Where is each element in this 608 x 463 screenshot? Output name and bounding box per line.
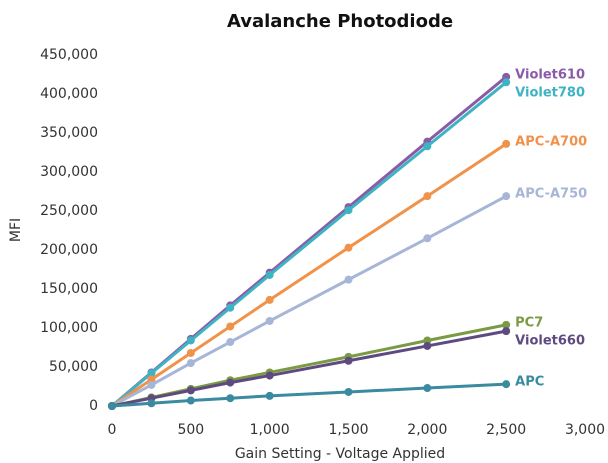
series-line — [111, 329, 507, 408]
legend-label: APC — [515, 375, 544, 390]
data-point — [226, 303, 235, 312]
data-point — [147, 399, 156, 408]
data-point — [502, 78, 511, 87]
y-tick-label: 400,000 — [40, 86, 98, 102]
chart-title: Avalanche Photodiode — [227, 11, 453, 32]
data-point — [265, 371, 274, 380]
y-tick-label: 150,000 — [40, 281, 98, 297]
legend-label: Violet610 — [515, 67, 585, 82]
legend-label: Violet780 — [515, 85, 585, 100]
legend-label: APC-A750 — [515, 187, 587, 202]
data-point — [147, 380, 156, 389]
data-point — [344, 275, 353, 284]
x-axis-label: Gain Setting - Voltage Applied — [235, 446, 445, 462]
y-tick-label: 300,000 — [40, 164, 98, 180]
data-point — [186, 348, 195, 357]
data-point — [502, 380, 511, 389]
data-point — [226, 394, 235, 403]
series-line — [111, 194, 507, 408]
data-point — [344, 206, 353, 215]
data-point — [423, 192, 432, 201]
y-tick-label: 0 — [89, 398, 98, 414]
series-line — [111, 81, 508, 408]
y-tick-label: 350,000 — [40, 125, 98, 141]
data-point — [502, 192, 511, 201]
y-tick-label: 100,000 — [40, 320, 98, 336]
data-point — [344, 243, 353, 252]
legend-label: PC7 — [515, 315, 543, 330]
y-tick-label: 50,000 — [49, 359, 98, 375]
data-point — [502, 327, 511, 336]
legend-label: Violet660 — [515, 333, 585, 348]
data-point — [344, 387, 353, 396]
data-point — [502, 320, 511, 329]
data-point — [423, 341, 432, 350]
data-point — [226, 322, 235, 331]
y-tick-label: 250,000 — [40, 203, 98, 219]
data-point — [186, 359, 195, 368]
data-point — [423, 142, 432, 151]
data-point — [423, 384, 432, 393]
data-point — [265, 316, 274, 325]
x-tick-label: 0 — [108, 422, 117, 438]
x-tick-label: 1,500 — [328, 422, 368, 438]
data-point — [265, 391, 274, 400]
y-tick-label: 450,000 — [40, 47, 98, 63]
data-point — [108, 402, 116, 410]
x-tick-label: 2,500 — [486, 422, 526, 438]
data-point — [226, 378, 235, 387]
x-tick-label: 500 — [177, 422, 204, 438]
x-tick-label: 1,000 — [250, 422, 290, 438]
series-line — [111, 142, 507, 408]
data-point — [226, 338, 235, 347]
data-point — [344, 356, 353, 365]
data-point — [186, 336, 195, 345]
data-point — [186, 396, 195, 405]
data-point — [265, 295, 274, 304]
series-line — [111, 382, 507, 408]
data-point — [502, 139, 511, 148]
data-point — [186, 386, 195, 395]
x-tick-label: 3,000 — [565, 422, 605, 438]
y-axis-label: MFI — [8, 218, 24, 242]
legend-label: APC-A700 — [515, 134, 587, 149]
data-point — [147, 369, 156, 378]
data-point — [265, 270, 274, 279]
y-tick-label: 200,000 — [40, 242, 98, 258]
data-point — [423, 234, 432, 243]
x-tick-label: 2,000 — [407, 422, 447, 438]
